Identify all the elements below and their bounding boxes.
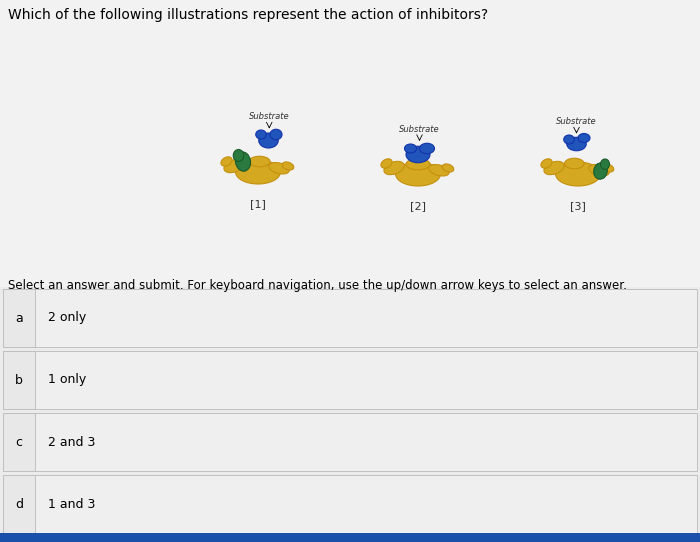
Ellipse shape <box>233 150 244 162</box>
Ellipse shape <box>384 162 404 175</box>
Text: Substrate: Substrate <box>556 117 597 126</box>
FancyBboxPatch shape <box>3 289 35 347</box>
Ellipse shape <box>601 159 610 170</box>
Ellipse shape <box>567 137 587 151</box>
Ellipse shape <box>221 157 232 166</box>
Ellipse shape <box>442 164 454 172</box>
Ellipse shape <box>589 164 609 176</box>
Ellipse shape <box>564 158 584 169</box>
Text: 1 only: 1 only <box>48 373 86 386</box>
Ellipse shape <box>269 163 289 174</box>
FancyBboxPatch shape <box>3 289 697 347</box>
Ellipse shape <box>556 162 601 186</box>
Text: Which of the following illustrations represent the action of inhibitors?: Which of the following illustrations rep… <box>8 8 488 22</box>
Ellipse shape <box>224 159 244 173</box>
FancyBboxPatch shape <box>3 475 697 533</box>
Ellipse shape <box>381 159 392 168</box>
Text: Select an answer and submit. For keyboard navigation, use the up/down arrow keys: Select an answer and submit. For keyboar… <box>8 279 627 292</box>
Ellipse shape <box>406 159 430 170</box>
Ellipse shape <box>429 164 449 176</box>
Ellipse shape <box>270 129 282 140</box>
Text: [3]: [3] <box>570 201 586 211</box>
Text: c: c <box>15 436 22 448</box>
Text: Substrate: Substrate <box>399 125 440 133</box>
FancyBboxPatch shape <box>3 413 697 471</box>
Ellipse shape <box>406 146 430 163</box>
Ellipse shape <box>541 159 552 168</box>
Text: [1]: [1] <box>250 199 266 209</box>
Ellipse shape <box>395 162 440 186</box>
FancyBboxPatch shape <box>3 413 35 471</box>
FancyBboxPatch shape <box>0 287 700 534</box>
Ellipse shape <box>419 143 435 154</box>
Ellipse shape <box>602 164 614 172</box>
Ellipse shape <box>405 144 416 153</box>
Text: 2 and 3: 2 and 3 <box>48 436 95 448</box>
Ellipse shape <box>249 156 270 167</box>
Text: b: b <box>15 373 23 386</box>
Text: a: a <box>15 312 23 325</box>
Text: 1 and 3: 1 and 3 <box>48 498 95 511</box>
Ellipse shape <box>578 133 590 143</box>
FancyBboxPatch shape <box>3 475 35 533</box>
Ellipse shape <box>594 163 608 179</box>
Ellipse shape <box>282 162 294 170</box>
Ellipse shape <box>544 162 564 175</box>
Ellipse shape <box>256 130 266 139</box>
Text: d: d <box>15 498 23 511</box>
FancyBboxPatch shape <box>0 0 700 287</box>
FancyBboxPatch shape <box>3 351 697 409</box>
Text: Substrate: Substrate <box>249 112 290 121</box>
Ellipse shape <box>564 135 574 144</box>
FancyBboxPatch shape <box>0 533 700 542</box>
Ellipse shape <box>259 133 279 148</box>
Text: [2]: [2] <box>410 201 426 211</box>
FancyBboxPatch shape <box>3 351 35 409</box>
Text: 2 only: 2 only <box>48 312 86 325</box>
Ellipse shape <box>235 160 281 184</box>
Ellipse shape <box>235 152 251 171</box>
